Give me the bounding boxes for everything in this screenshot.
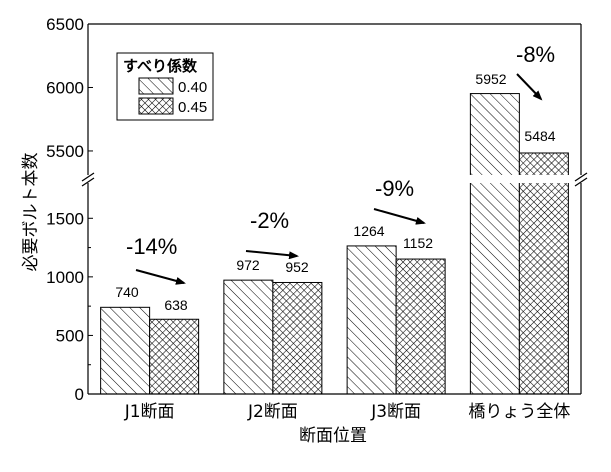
x-tick-label-1: J1断面 bbox=[124, 402, 175, 422]
value-label-j3-045: 1152 bbox=[403, 235, 433, 251]
x-tick-label-2: J2断面 bbox=[247, 402, 298, 422]
value-label-j2-045: 952 bbox=[285, 259, 309, 275]
y-axis-title: 必要ボルト本数 bbox=[21, 153, 41, 272]
y-tick-label-4: 1500 bbox=[46, 209, 84, 228]
axis-break-gap bbox=[82, 175, 587, 183]
axis-break-mark-right-2 bbox=[574, 177, 588, 187]
bar-2-series-2 bbox=[272, 281, 323, 395]
bar-1-series-1 bbox=[100, 306, 151, 395]
bar-4-series-1 bbox=[469, 93, 520, 395]
value-labels: 740 638 972 952 1264 1152 5952 5484 bbox=[115, 71, 555, 313]
legend: すべり係数 0.40 0.45 bbox=[116, 52, 214, 121]
annotation-j1: -14% bbox=[126, 234, 177, 259]
bar-3-series-1 bbox=[346, 245, 397, 395]
legend-label-040: 0.40 bbox=[178, 79, 207, 96]
value-label-total-045: 5484 bbox=[524, 128, 555, 144]
bar-2-series-1 bbox=[223, 279, 274, 395]
y-tick-label-1: 0 bbox=[75, 385, 84, 404]
annotation-j3: -9% bbox=[375, 176, 414, 201]
x-tick-label-4: 橋りょう全体 bbox=[468, 402, 570, 422]
annotation-arrow-j3 bbox=[373, 208, 426, 225]
axis-break-layer bbox=[81, 172, 588, 187]
value-label-j2-040: 972 bbox=[236, 257, 260, 273]
legend-title: すべり係数 bbox=[123, 57, 198, 75]
axis-break-mark-left-1 bbox=[81, 172, 95, 182]
legend-label-045: 0.45 bbox=[178, 99, 207, 116]
bar-1-series-2 bbox=[149, 318, 200, 395]
annotation-arrow-j1 bbox=[135, 269, 186, 285]
annotation-arrow-j2 bbox=[245, 250, 299, 260]
legend-swatch-045 bbox=[138, 97, 174, 115]
y-tick-label-6: 6000 bbox=[46, 78, 84, 97]
axis-break-mark-right-1 bbox=[574, 172, 588, 182]
axis-layer: 0 500 1000 1500 5500 6000 6500 J1断面 J2断面 J3断面 橋りょう… bbox=[46, 15, 582, 422]
y-tick-label-7: 6500 bbox=[46, 15, 84, 34]
value-label-j3-040: 1264 bbox=[353, 223, 384, 239]
x-axis-title: 断面位置 bbox=[299, 426, 367, 446]
x-tick-label-3: J3断面 bbox=[370, 402, 421, 422]
annotations: -14% -2% -9% -8% bbox=[126, 42, 555, 285]
bars-layer bbox=[100, 93, 569, 395]
bar-3-series-2 bbox=[395, 258, 446, 395]
y-tick-label-3: 1000 bbox=[46, 268, 84, 287]
annotation-arrow-total bbox=[516, 73, 543, 101]
y-tick-label-5: 5500 bbox=[46, 142, 84, 161]
annotation-total: -8% bbox=[516, 42, 555, 67]
y-tick-label-2: 500 bbox=[56, 326, 84, 345]
value-label-total-040: 5952 bbox=[475, 71, 506, 87]
legend-swatch-040 bbox=[138, 77, 174, 95]
axis-break-mark-left-2 bbox=[81, 177, 95, 187]
annotation-j2: -2% bbox=[250, 208, 289, 233]
value-label-j1-045: 638 bbox=[164, 297, 188, 313]
bar-4-series-2 bbox=[518, 152, 569, 395]
value-label-j1-040: 740 bbox=[115, 284, 139, 300]
